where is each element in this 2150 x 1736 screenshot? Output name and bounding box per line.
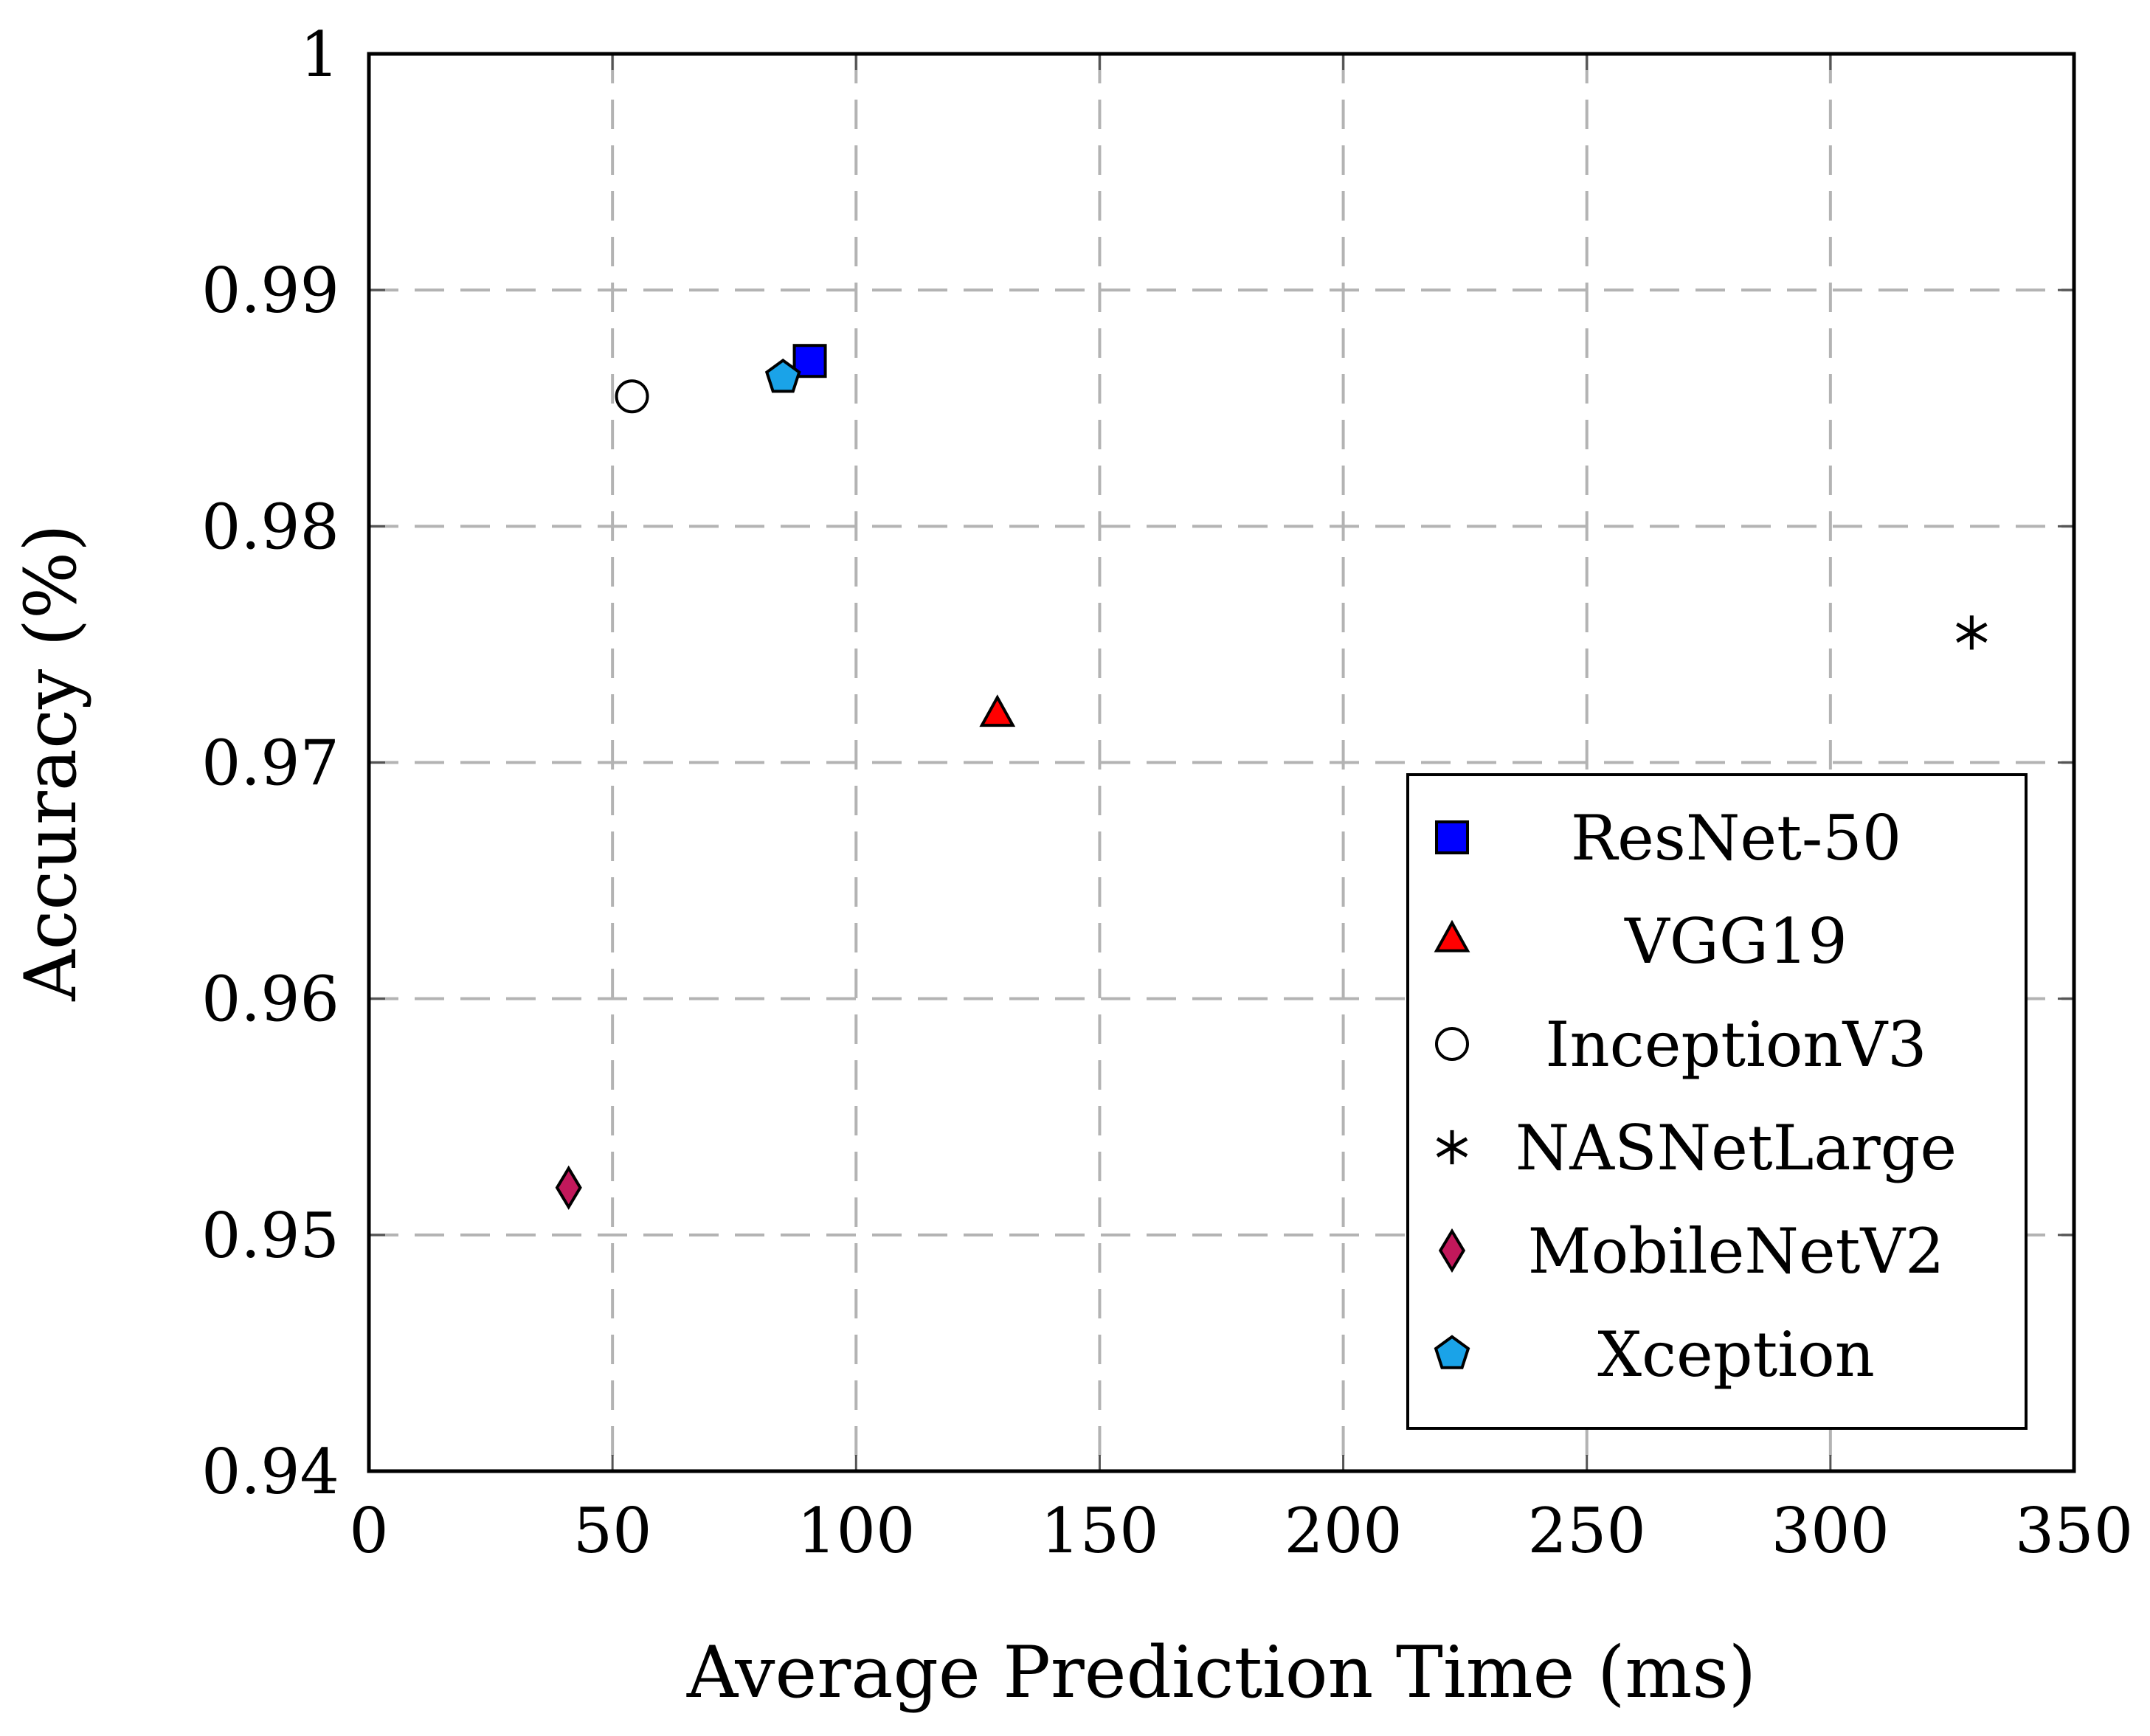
x-tick-label: 0	[349, 1495, 388, 1567]
legend-box	[1406, 773, 2028, 1430]
data-point-inceptionv3	[615, 379, 649, 414]
data-point-nasnetlarge	[1956, 615, 1988, 650]
y-axis-title: Accuracy (%)	[10, 524, 92, 1001]
y-tick-label: 0.96	[201, 964, 339, 1036]
legend-marker-resnet-50	[1435, 820, 1469, 854]
legend-marker-inceptionv3	[1435, 1027, 1469, 1061]
data-point-vgg19	[979, 694, 1016, 727]
x-tick-label: 200	[1284, 1495, 1402, 1567]
y-tick-label: 0.95	[201, 1200, 339, 1272]
legend-label: VGG19	[1624, 905, 1847, 978]
x-tick-label: 150	[1040, 1495, 1158, 1567]
legend-label: NASNetLarge	[1515, 1112, 1957, 1184]
data-point-mobilenetv2	[555, 1165, 582, 1210]
plot-frame	[367, 52, 2076, 1473]
x-tick-label: 100	[797, 1495, 915, 1567]
y-tick-label: 0.99	[201, 255, 339, 327]
y-tick-label: 1	[300, 18, 339, 91]
y-tick-labels: 0.94 0.95 0.96 0.97 0.98 0.99 1	[201, 18, 339, 1508]
legend-label: MobileNetV2	[1528, 1215, 1945, 1287]
data-point-xception	[764, 359, 801, 393]
legend-label: InceptionV3	[1545, 1009, 1926, 1081]
legend-marker-vgg19	[1434, 919, 1470, 952]
y-tick-label: 0.98	[201, 491, 339, 563]
grid-lines	[369, 54, 2074, 1471]
x-tick-label: 350	[2015, 1495, 2133, 1567]
x-tick-labels: 0 50 100 150 200 250 300 350	[349, 1495, 2133, 1567]
x-tick-label: 300	[1771, 1495, 1890, 1567]
legend-marker-nasnetlarge	[1436, 1130, 1468, 1165]
legend-marker-mobilenetv2	[1438, 1228, 1466, 1273]
x-tick-label: 50	[573, 1495, 652, 1567]
legend-label: Xception	[1597, 1318, 1875, 1391]
data-points	[555, 344, 1988, 1210]
legend-label: ResNet-50	[1571, 802, 1901, 874]
y-tick-label: 0.97	[201, 727, 339, 800]
legend: ResNet-50 VGG19 InceptionV3 NASNetLarge Mobi…	[1406, 773, 2028, 1430]
y-tick-label: 0.94	[201, 1436, 339, 1508]
x-tick-label: 250	[1528, 1495, 1646, 1567]
x-axis-title: Average Prediction Time (ms)	[686, 1631, 1756, 1714]
legend-marker-xception	[1434, 1335, 1470, 1369]
